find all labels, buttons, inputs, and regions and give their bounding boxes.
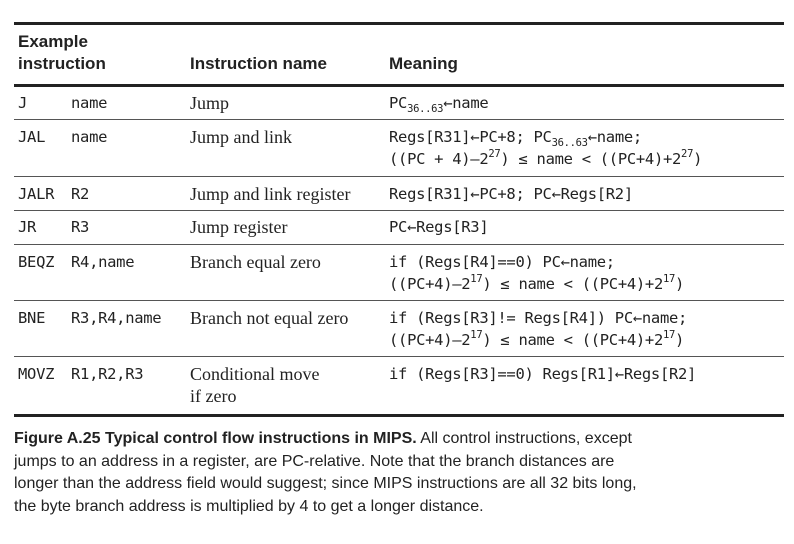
opcode-cell: BNE [18, 309, 46, 327]
instruction-name-cell: Jump register [190, 217, 288, 237]
header-example-line1: Example [18, 32, 88, 51]
caption-line: jumps to an address in a register, are P… [14, 452, 615, 470]
operands-cell: name [71, 128, 108, 146]
row-divider [14, 176, 784, 177]
row-divider [14, 356, 784, 357]
figure-caption: Figure A.25 Typical control flow instruc… [14, 428, 786, 518]
meaning-superscript: 17 [662, 273, 676, 285]
meaning-text: ) [675, 275, 685, 293]
opcode-cell: MOVZ [18, 365, 55, 383]
caption-line: Figure A.25 Typical control flow instruc… [14, 428, 786, 451]
row-divider [14, 300, 784, 301]
meaning-text: ((PC+4)–2 [389, 331, 471, 349]
caption-label: Figure A.25 Typical control flow instruc… [14, 430, 417, 447]
header-bottom-rule [14, 84, 784, 87]
meaning-text: ((PC + 4)–2 [389, 150, 489, 168]
instruction-name-line: Conditional move [190, 364, 320, 384]
instruction-name-cell: Conditional move if zero [190, 363, 320, 407]
instruction-name-cell: Jump [190, 93, 230, 113]
instruction-name-cell: Branch equal zero [190, 252, 321, 272]
operands-cell: R2 [71, 185, 90, 203]
meaning-superscript: 17 [662, 329, 676, 341]
meaning-text: PC [389, 94, 408, 112]
meaning-superscript: 17 [470, 329, 483, 341]
meaning-line: ((PC+4)–217) ≤ name < ((PC+4)+217) [389, 273, 684, 295]
meaning-subscript: 36..63 [551, 137, 588, 149]
meaning-text: ) ≤ name < ((PC+4)+2 [482, 275, 663, 293]
meaning-line: ((PC + 4)–227) ≤ name < ((PC+4)+227) [389, 148, 702, 170]
meaning-subscript: 36..63 [407, 103, 444, 115]
caption-text: All control instructions, except [416, 430, 632, 447]
header-meaning: Meaning [389, 54, 458, 73]
row-divider [14, 244, 784, 245]
meaning-superscript: 17 [470, 273, 483, 285]
opcode-cell: JAL [18, 128, 46, 146]
meaning-line: Regs[R31]←PC+8; PC36..63←name; [389, 126, 702, 148]
meaning-text: ) ≤ name < ((PC+4)+2 [500, 150, 682, 168]
operands-cell: name [71, 94, 108, 112]
opcode-cell: JALR [18, 185, 55, 203]
caption-line: longer than the address field would sugg… [14, 475, 637, 492]
meaning-line: if (Regs[R4]==0) PC←name; [389, 253, 615, 271]
meaning-text: ←name; [587, 128, 643, 146]
row-divider [14, 119, 784, 120]
row-divider [14, 210, 784, 211]
header-instruction-name: Instruction name [190, 54, 327, 73]
meaning-cell: PC36..63←name [389, 92, 489, 115]
meaning-cell: if (Regs[R4]==0) PC←name; ((PC+4)–217) ≤… [389, 251, 684, 295]
opcode-cell: JR [18, 218, 37, 236]
table-bottom-rule [14, 414, 784, 417]
opcode-cell: BEQZ [18, 253, 55, 271]
opcode-cell: J [18, 94, 28, 112]
meaning-text: ←name [443, 94, 489, 112]
operands-cell: R3,R4,name [71, 309, 162, 327]
meaning-superscript: 27 [488, 148, 501, 160]
caption-line: the byte branch address is multiplied by… [14, 497, 484, 515]
instruction-name-cell: Jump and link register [190, 184, 351, 204]
operands-cell: R1,R2,R3 [71, 365, 144, 383]
header-example-instruction: Example instruction [18, 31, 106, 75]
table-top-rule [14, 22, 784, 25]
meaning-text: ) [675, 331, 685, 349]
header-example-line2: instruction [18, 54, 106, 73]
operands-cell: R4,name [71, 253, 135, 271]
meaning-line: ((PC+4)–217) ≤ name < ((PC+4)+217) [389, 329, 687, 351]
meaning-text: ((PC+4)–2 [389, 275, 471, 293]
meaning-cell: Regs[R31]←PC+8; PC←Regs[R2] [389, 185, 633, 203]
instruction-name-cell: Branch not equal zero [190, 308, 349, 328]
meaning-cell: if (Regs[R3]!= Regs[R4]) PC←name; ((PC+4… [389, 307, 687, 351]
meaning-cell: Regs[R31]←PC+8; PC36..63←name; ((PC + 4)… [389, 126, 702, 170]
meaning-cell: PC←Regs[R3] [389, 218, 489, 236]
meaning-text: Regs[R31]←PC+8; PC [389, 128, 552, 146]
meaning-text: ) [693, 150, 703, 168]
instruction-name-line: if zero [190, 386, 237, 406]
operands-cell: R3 [71, 218, 90, 236]
meaning-cell: if (Regs[R3]==0) Regs[R1]←Regs[R2] [389, 365, 697, 383]
meaning-superscript: 27 [681, 148, 694, 160]
instruction-name-cell: Jump and link [190, 127, 292, 147]
meaning-line: if (Regs[R3]!= Regs[R4]) PC←name; [389, 309, 688, 327]
meaning-text: ) ≤ name < ((PC+4)+2 [482, 331, 663, 349]
